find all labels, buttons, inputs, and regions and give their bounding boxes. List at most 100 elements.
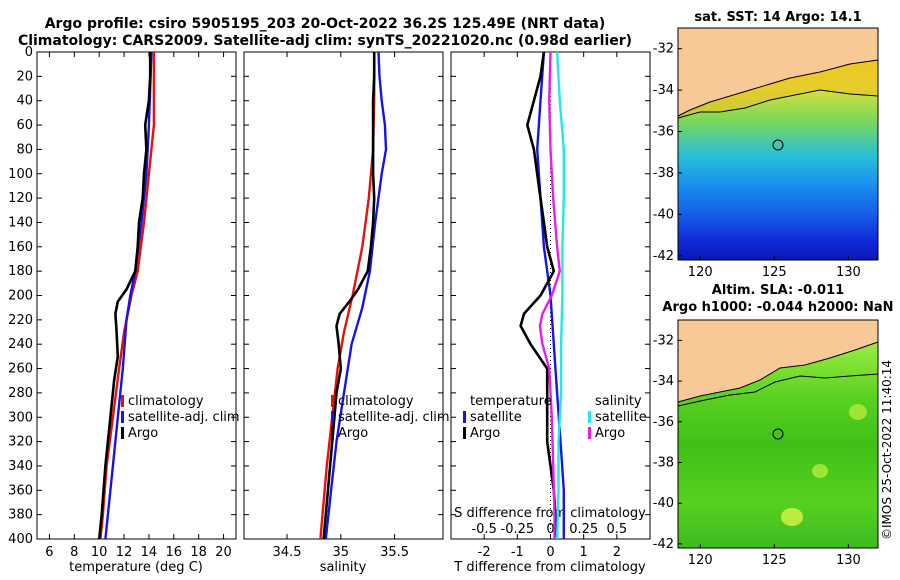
- title-line-1: Argo profile: csiro 5905195_203 20-Oct-2…: [44, 16, 606, 32]
- y-tick-label: 20: [16, 69, 33, 84]
- sla-map: [677, 319, 879, 549]
- sst-shelf-band: [678, 60, 878, 118]
- map-y-tick-label: -40: [653, 207, 674, 222]
- sla-argo-marker: [772, 428, 784, 440]
- series-line-t-argo: [519, 51, 559, 540]
- x-tick-label: 16: [166, 545, 183, 560]
- map-y-tick-label: -42: [653, 249, 674, 264]
- map-y-tick-label: -38: [653, 456, 674, 471]
- y-tick-label: 140: [8, 215, 33, 230]
- x-tick-label: 6: [45, 545, 53, 560]
- sla-land: [678, 320, 878, 402]
- legend-mark-satellite: [121, 411, 124, 423]
- x-tick-label: 10: [91, 545, 108, 560]
- legend-mark-argo: [331, 427, 334, 439]
- difference-xlabel: T difference from climatology: [453, 560, 646, 575]
- sla-map-frame: [677, 319, 879, 549]
- legend-label-t-argo: Argo: [470, 426, 500, 441]
- legend-mark-argo: [121, 427, 124, 439]
- map-x-tick-label: 130: [836, 265, 861, 280]
- title-line-2: Climatology: CARS2009. Satellite-adj cli…: [17, 33, 633, 49]
- map-y-tick-label: -40: [653, 496, 674, 511]
- sst-map-axes: 120 125 130 -32 -34 -36 -38 -40 -42: [653, 42, 861, 280]
- legend-label-climatology: climatology: [338, 394, 414, 409]
- map-y-tick-label: -34: [653, 83, 674, 98]
- sst-coastline: [677, 59, 879, 117]
- series-line-climatology: [99, 52, 156, 540]
- x-tick-label: 2: [613, 545, 621, 560]
- s-tick-label: -0.5: [471, 522, 496, 537]
- sla-map-title-1: Altim. SLA: -0.011: [711, 283, 845, 298]
- y-tick-label: 200: [8, 289, 33, 304]
- sla-coastline: [677, 341, 879, 403]
- x-tick-label: 8: [70, 545, 78, 560]
- y-tick-label: 40: [16, 94, 33, 109]
- y-tick-label: 220: [8, 313, 33, 328]
- x-tick-label: 0: [546, 545, 554, 560]
- map-y-tick-label: -38: [653, 166, 674, 181]
- legend-label-t-satellite: satellite: [470, 410, 522, 425]
- difference-top-label: S difference from climatology: [454, 506, 646, 521]
- legend-label-argo: Argo: [338, 426, 368, 441]
- series-line-satellite-adj-clim: [104, 51, 153, 540]
- legend-mark-s-satellite: [588, 411, 591, 423]
- y-tick-label: 340: [8, 459, 33, 474]
- y-tick-label: 380: [8, 508, 33, 523]
- series-line-argo: [322, 52, 376, 540]
- map-y-tick-label: -36: [653, 415, 674, 430]
- sst-map-frame: [677, 27, 879, 261]
- y-tick-label: 180: [8, 264, 33, 279]
- map-x-tick-label: 120: [688, 553, 713, 568]
- y-tick-label: 400: [8, 532, 33, 547]
- x-tick-label: 34.5: [273, 545, 302, 560]
- legend-title-temperature: temperature: [470, 394, 552, 409]
- legend-label-satellite: satellite-adj. clim: [128, 410, 240, 425]
- s-tick-label: 0.5: [606, 522, 627, 537]
- map-x-tick-label: 130: [836, 553, 861, 568]
- s-tick-label: -0.25: [501, 522, 535, 537]
- y-tick-label: 320: [8, 435, 33, 450]
- series-line-s-satellite: [555, 51, 565, 540]
- x-tick-label: 14: [141, 545, 158, 560]
- s-tick-label: 0: [546, 522, 554, 537]
- y-tick-label: 360: [8, 483, 33, 498]
- x-tick-label: 35.5: [380, 545, 409, 560]
- sla-feature-high: [781, 508, 803, 526]
- x-tick-label: -1: [511, 545, 524, 560]
- temperature-xlabel: temperature (deg C): [69, 560, 203, 575]
- series-line-satellite-adj-clim: [324, 51, 388, 540]
- legend-label-s-satellite: satellite: [595, 410, 647, 425]
- temperature-plot-frame: [36, 51, 237, 540]
- difference-legend: temperature satellite Argo salinity sate…: [463, 394, 647, 441]
- sst-map: [677, 27, 879, 261]
- s-tick-label: 0.25: [569, 522, 598, 537]
- salinity-xlabel: salinity: [320, 560, 367, 575]
- map-y-tick-label: -42: [653, 537, 674, 552]
- temperature-legend: climatology satellite-adj. clim Argo: [121, 394, 240, 441]
- legend-title-salinity: salinity: [595, 394, 642, 409]
- map-x-tick-label: 125: [762, 553, 787, 568]
- legend-mark-s-argo: [588, 427, 591, 439]
- x-tick-label: 35: [333, 545, 350, 560]
- x-tick-label: 18: [190, 545, 207, 560]
- sla-map-title-2: Argo h1000: -0.044 h2000: NaN: [662, 300, 894, 315]
- salinity-legend: climatology satellite-adj. clim Argo: [331, 394, 450, 441]
- y-tick-label: 300: [8, 410, 33, 425]
- map-x-tick-label: 120: [688, 265, 713, 280]
- series-line-s-argo: [538, 51, 561, 539]
- y-tick-label: 0: [25, 45, 33, 60]
- salinity-plot-frame: [243, 51, 444, 540]
- legend-label-s-argo: Argo: [595, 426, 625, 441]
- sst-land: [678, 28, 878, 116]
- map-x-tick-label: 125: [762, 265, 787, 280]
- x-tick-label: 12: [116, 545, 133, 560]
- sst-argo-marker: [772, 139, 784, 151]
- y-tick-label: 240: [8, 337, 33, 352]
- legend-mark-t-satellite: [463, 411, 466, 423]
- y-tick-label: 260: [8, 362, 33, 377]
- x-tick-label: -2: [478, 545, 491, 560]
- map-y-tick-label: -32: [653, 42, 674, 57]
- map-y-tick-label: -36: [653, 125, 674, 140]
- legend-label-climatology: climatology: [128, 394, 204, 409]
